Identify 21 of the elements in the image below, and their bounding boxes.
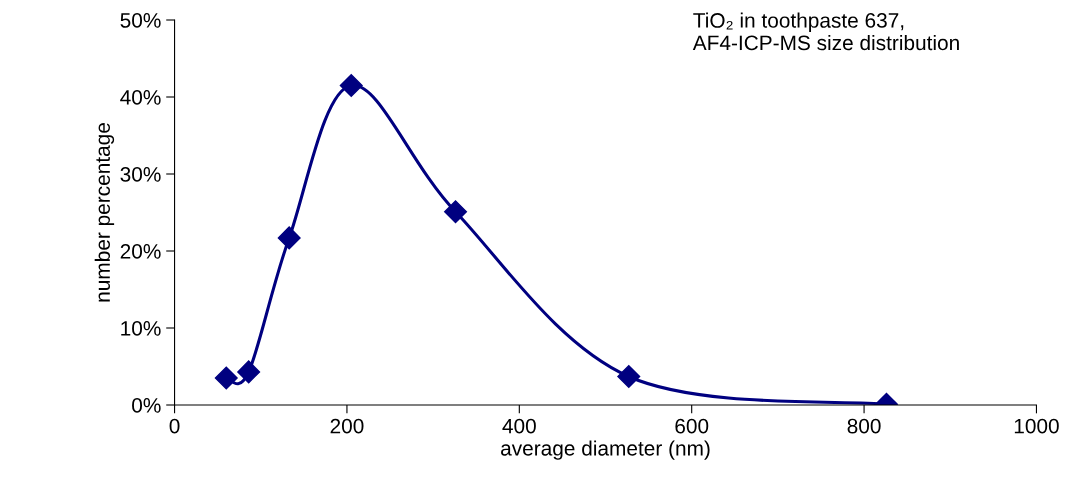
y-tick-label: 20% (120, 244, 161, 259)
x-tick-label: 0 (169, 418, 180, 434)
y-tick-label: 40% (120, 90, 161, 105)
x-tick-label: 800 (847, 418, 881, 434)
y-axis-title: number percentage (94, 123, 115, 302)
y-tick-label: 30% (120, 167, 161, 182)
y-tick-label: 10% (121, 321, 161, 336)
x-tick-label: 400 (502, 418, 536, 434)
x-tick-label: 200 (330, 418, 364, 434)
point (277, 226, 301, 250)
point (339, 73, 363, 97)
point (617, 365, 641, 389)
annotation: TiO₂ in toothpaste 637, AF4-ICP-MS size distribution (692, 12, 959, 51)
y-tick-label: 50% (120, 13, 161, 28)
point (237, 360, 261, 384)
point (214, 366, 238, 390)
x-tick-label: 1000 (1014, 418, 1059, 434)
y-tick-label: 0% (132, 398, 161, 413)
x-axis-title: average diameter (nm) (501, 440, 710, 460)
x-tick-label: 600 (675, 418, 709, 434)
point (444, 200, 468, 224)
